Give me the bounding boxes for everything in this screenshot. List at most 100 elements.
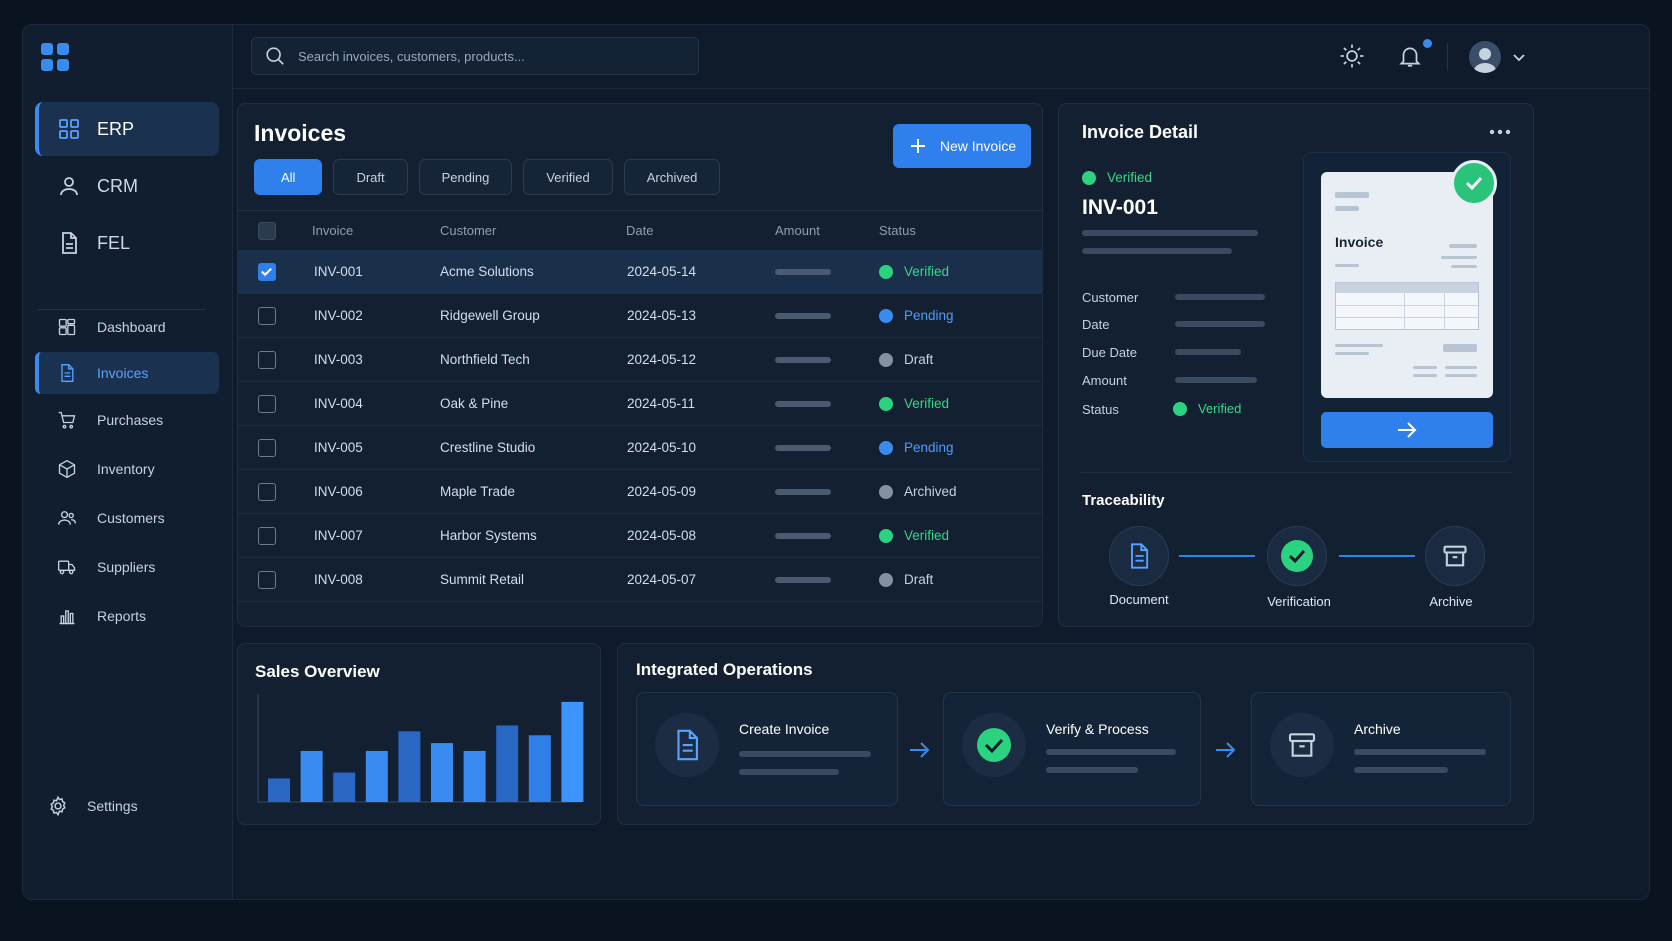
bar-10[interactable] <box>561 701 584 802</box>
tab-all[interactable]: All <box>254 159 323 195</box>
invoice-date: 2024-05-07 <box>627 572 697 587</box>
trace-document-label: Document <box>1109 592 1169 607</box>
row-checkbox[interactable] <box>258 395 276 413</box>
sidebar-item-reports[interactable]: Reports <box>35 595 219 637</box>
status-dot <box>1173 401 1187 416</box>
bar-3[interactable] <box>333 772 356 802</box>
invoice-date: 2024-05-11 <box>627 396 696 411</box>
table-row[interactable]: INV-006 Maple Trade 2024-05-09 Archived <box>238 470 1042 514</box>
module-fel[interactable]: FEL <box>35 216 219 270</box>
arrow-right-icon <box>1398 422 1417 438</box>
column-header-invoice[interactable]: Invoice <box>312 223 354 238</box>
row-checkbox[interactable] <box>258 439 276 457</box>
trace-document-node[interactable] <box>1109 526 1169 586</box>
sidebar-item-dashboard[interactable]: Dashboard <box>35 306 219 348</box>
module-crm[interactable]: CRM <box>35 159 219 213</box>
sidebar-item-inventory[interactable]: Inventory <box>35 448 219 490</box>
bar-1[interactable] <box>268 778 290 802</box>
document-icon <box>677 729 698 761</box>
op-archive[interactable]: Archive <box>1251 692 1511 806</box>
field-label-due-date: Due Date <box>1082 345 1137 360</box>
app-logo-icon[interactable] <box>41 43 69 71</box>
customer-name: Acme Solutions <box>440 264 534 279</box>
invoice-id: INV-003 <box>314 352 363 367</box>
module-erp[interactable]: ERP <box>35 102 219 156</box>
avatar[interactable] <box>1469 41 1501 73</box>
op-verify-process[interactable]: Verify & Process <box>943 692 1201 806</box>
integrated-operations-title: Integrated Operations <box>636 660 813 679</box>
column-header-status[interactable]: Status <box>879 223 916 238</box>
column-header-date[interactable]: Date <box>626 223 654 238</box>
status-dot <box>879 528 893 543</box>
field-value-placeholder <box>1175 349 1241 355</box>
search-input[interactable] <box>298 48 678 64</box>
box-icon <box>58 459 76 479</box>
field-status-text: Verified <box>1198 401 1242 416</box>
search-box[interactable] <box>251 37 699 75</box>
sidebar-item-suppliers[interactable]: Suppliers <box>35 546 219 588</box>
bell-icon[interactable] <box>1397 43 1423 69</box>
bar-8[interactable] <box>496 725 519 802</box>
table-row[interactable]: INV-002 Ridgewell Group 2024-05-13 Pendi… <box>238 294 1042 338</box>
sun-icon[interactable] <box>1339 43 1365 69</box>
table-row[interactable]: INV-001 Acme Solutions 2024-05-14 Verifi… <box>238 250 1042 294</box>
bar-7[interactable] <box>463 750 486 802</box>
amount-placeholder <box>775 357 831 363</box>
table-row[interactable]: INV-007 Harbor Systems 2024-05-08 Verifi… <box>238 514 1042 558</box>
invoice-preview[interactable]: Invoice <box>1321 172 1493 398</box>
bar-4[interactable] <box>365 750 388 802</box>
bar-2[interactable] <box>300 750 323 802</box>
sidebar-item-label: Dashboard <box>97 319 166 335</box>
sidebar-item-invoices[interactable]: Invoices <box>35 352 219 394</box>
row-checkbox[interactable] <box>258 571 276 589</box>
row-checkbox[interactable] <box>258 351 276 369</box>
table-row[interactable]: INV-005 Crestline Studio 2024-05-10 Pend… <box>238 426 1042 470</box>
trace-verification-node[interactable] <box>1267 526 1327 586</box>
bar-6[interactable] <box>431 743 453 802</box>
open-invoice-button[interactable] <box>1321 412 1493 448</box>
new-invoice-button[interactable]: New Invoice <box>893 124 1031 168</box>
sidebar-item-label: Customers <box>97 510 165 526</box>
preview-line <box>1413 374 1437 377</box>
tab-pending[interactable]: Pending <box>418 159 513 195</box>
trace-archive-node[interactable] <box>1425 526 1485 586</box>
archive-icon <box>1443 545 1467 567</box>
op-label: Create Invoice <box>739 721 830 737</box>
chevron-down-icon[interactable] <box>1511 49 1527 65</box>
invoice-date: 2024-05-14 <box>627 264 697 279</box>
status-text: Pending <box>904 308 954 323</box>
detail-status-badge: Verified <box>1082 170 1152 185</box>
trace-connector <box>1339 555 1415 557</box>
sidebar-item-purchases[interactable]: Purchases <box>35 399 219 441</box>
preview-title: Invoice <box>1335 234 1384 250</box>
archive-icon <box>1288 733 1316 757</box>
status-text: Pending <box>904 440 954 455</box>
invoices-card: Invoices All Draft Pending Verified Arch… <box>237 103 1043 627</box>
status-badge: Archived <box>879 470 957 513</box>
row-checkbox[interactable] <box>258 263 276 281</box>
sidebar-item-settings[interactable]: Settings <box>47 795 138 817</box>
status-badge: Verified <box>879 250 949 293</box>
table-row[interactable]: INV-008 Summit Retail 2024-05-07 Draft <box>238 558 1042 602</box>
column-header-customer[interactable]: Customer <box>440 223 497 238</box>
verified-check-icon <box>1451 160 1497 206</box>
invoice-date: 2024-05-12 <box>627 352 697 367</box>
row-checkbox[interactable] <box>258 307 276 325</box>
op-create-invoice[interactable]: Create Invoice <box>636 692 898 806</box>
tab-archived[interactable]: Archived <box>623 159 721 195</box>
truck-icon <box>58 560 76 575</box>
bar-9[interactable] <box>528 735 551 802</box>
table-row[interactable]: INV-003 Northfield Tech 2024-05-12 Draft <box>238 338 1042 382</box>
tab-draft[interactable]: Draft <box>333 159 408 195</box>
sidebar-item-customers[interactable]: Customers <box>35 497 219 539</box>
tab-verified[interactable]: Verified <box>523 159 613 195</box>
document-icon <box>1131 543 1149 569</box>
bar-5[interactable] <box>398 731 421 802</box>
select-all-checkbox[interactable] <box>258 222 276 240</box>
row-checkbox[interactable] <box>258 527 276 545</box>
user-avatar-icon <box>1473 48 1497 73</box>
column-header-amount[interactable]: Amount <box>775 223 820 238</box>
more-options-icon[interactable] <box>1489 128 1511 136</box>
row-checkbox[interactable] <box>258 483 276 501</box>
table-row[interactable]: INV-004 Oak & Pine 2024-05-11 Verified <box>238 382 1042 426</box>
